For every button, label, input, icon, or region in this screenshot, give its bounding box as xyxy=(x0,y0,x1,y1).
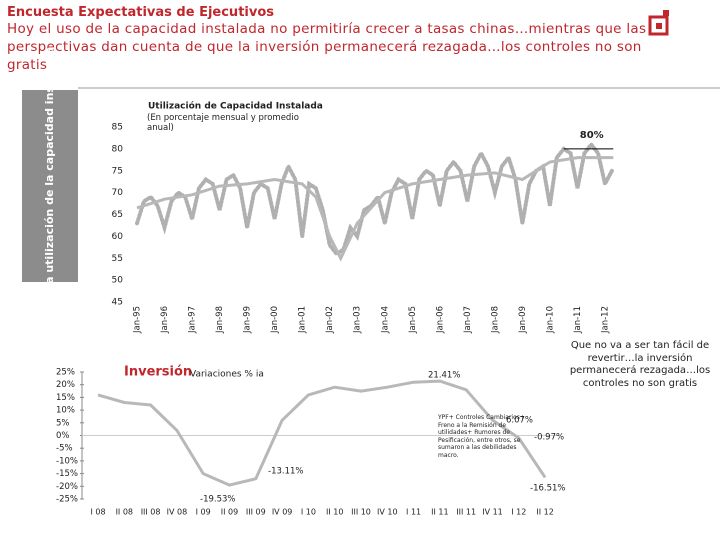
x-tick-label: Jan-02 xyxy=(325,306,335,334)
x-tick-label: Jan-03 xyxy=(353,306,363,334)
y-tick-label: 15% xyxy=(56,393,75,403)
x-tick-label: Jan-06 xyxy=(435,306,445,334)
y-tick-label: 80 xyxy=(112,144,124,154)
x-tick-label: I 12 xyxy=(511,508,526,517)
chart2-note: YPF+ Controles Cambiarios+ Freno a la Re… xyxy=(438,414,525,459)
x-tick-label: Jan-08 xyxy=(490,306,500,334)
annotation: -13.11% xyxy=(268,467,303,477)
y-tick-label: 55 xyxy=(112,254,123,264)
chart2-subtitle: Variaciones % ia xyxy=(190,370,264,380)
y-tick-label: -20% xyxy=(56,482,78,492)
y-tick-label: 60 xyxy=(112,232,124,242)
y-tick-label: 45 xyxy=(112,298,123,308)
side-box xyxy=(22,90,78,282)
x-tick-label: Jan-05 xyxy=(408,306,418,334)
x-tick-label: II 10 xyxy=(326,508,343,517)
header-subtitle: Hoy el uso de la capacidad instalada no … xyxy=(7,21,647,73)
x-tick-label: Jan-95 xyxy=(133,306,143,334)
x-tick-label: Jan-10 xyxy=(545,306,555,334)
x-tick-label: Jan-97 xyxy=(188,306,198,334)
chart2-title: Inversión xyxy=(124,365,192,380)
y-tick-label: 20% xyxy=(56,380,75,390)
x-tick-label: Jan-01 xyxy=(298,306,308,334)
y-tick-label: 0% xyxy=(56,431,70,441)
x-tick-label: Jan-09 xyxy=(518,306,528,334)
x-tick-label: Jan-07 xyxy=(463,306,473,334)
y-tick-label: -25% xyxy=(56,495,78,505)
x-tick-label: Jan-12 xyxy=(601,306,611,334)
header-title: Encuesta Expectativas de Ejecutivos xyxy=(7,5,275,20)
annotation: -0.97% xyxy=(534,433,564,443)
annotation: -16.51% xyxy=(530,484,565,494)
x-tick-label: II 09 xyxy=(221,508,238,517)
x-tick-label: Jan-98 xyxy=(215,306,225,334)
y-tick-label: 25% xyxy=(56,368,75,378)
y-tick-label: 85 xyxy=(112,123,123,133)
x-tick-label: I 11 xyxy=(406,508,421,517)
x-tick-label: Jan-96 xyxy=(160,306,170,334)
x-tick-label: Jan-99 xyxy=(243,306,253,334)
x-tick-label: III 09 xyxy=(246,508,266,517)
chart1-title: Utilización de Capacidad Instalada xyxy=(148,101,323,112)
conclusion: Que no va a ser tan fácil de revertir…la… xyxy=(569,340,711,389)
x-tick-label: Jan-04 xyxy=(380,306,390,334)
x-tick-label: III 10 xyxy=(351,508,371,517)
y-tick-label: 50 xyxy=(112,276,124,286)
y-tick-label: 10% xyxy=(56,406,75,416)
x-tick-label: IV 08 xyxy=(167,508,188,517)
y-tick-label: -5% xyxy=(56,444,73,454)
x-tick-label: III 08 xyxy=(141,508,161,517)
annotation: -19.53% xyxy=(200,495,235,505)
x-tick-label: II 11 xyxy=(431,508,448,517)
x-tick-label: Jan-11 xyxy=(573,306,583,334)
y-tick-label: 65 xyxy=(112,210,123,220)
logo xyxy=(648,10,669,36)
annotation: 6.07% xyxy=(506,416,533,426)
x-tick-label: II 12 xyxy=(536,508,553,517)
investment-line xyxy=(97,379,547,487)
annotation: 21.41% xyxy=(428,371,460,381)
reference-label: 80% xyxy=(580,130,604,141)
x-tick-label: IV 11 xyxy=(482,508,503,517)
x-tick-label: II 08 xyxy=(116,508,133,517)
monthly-line xyxy=(135,141,614,257)
trend-line xyxy=(136,156,614,262)
y-tick-label: -15% xyxy=(56,469,78,479)
x-tick-label: I 10 xyxy=(301,508,316,517)
x-tick-label: IV 09 xyxy=(272,508,293,517)
y-tick-label: 5% xyxy=(56,418,70,428)
x-tick-label: Jan-00 xyxy=(270,306,280,334)
side-label: Elevada utilización de la capacidad inst… xyxy=(43,47,56,325)
y-tick-label: 75 xyxy=(112,166,123,176)
x-tick-label: I 09 xyxy=(196,508,211,517)
y-tick-label: 70 xyxy=(112,188,124,198)
x-tick-label: III 11 xyxy=(456,508,476,517)
y-tick-label: -10% xyxy=(56,456,78,466)
chart1-subtitle: (En porcentaje mensual y promedio anual) xyxy=(147,113,299,133)
x-tick-label: IV 10 xyxy=(377,508,398,517)
x-tick-label: I 08 xyxy=(90,508,105,517)
